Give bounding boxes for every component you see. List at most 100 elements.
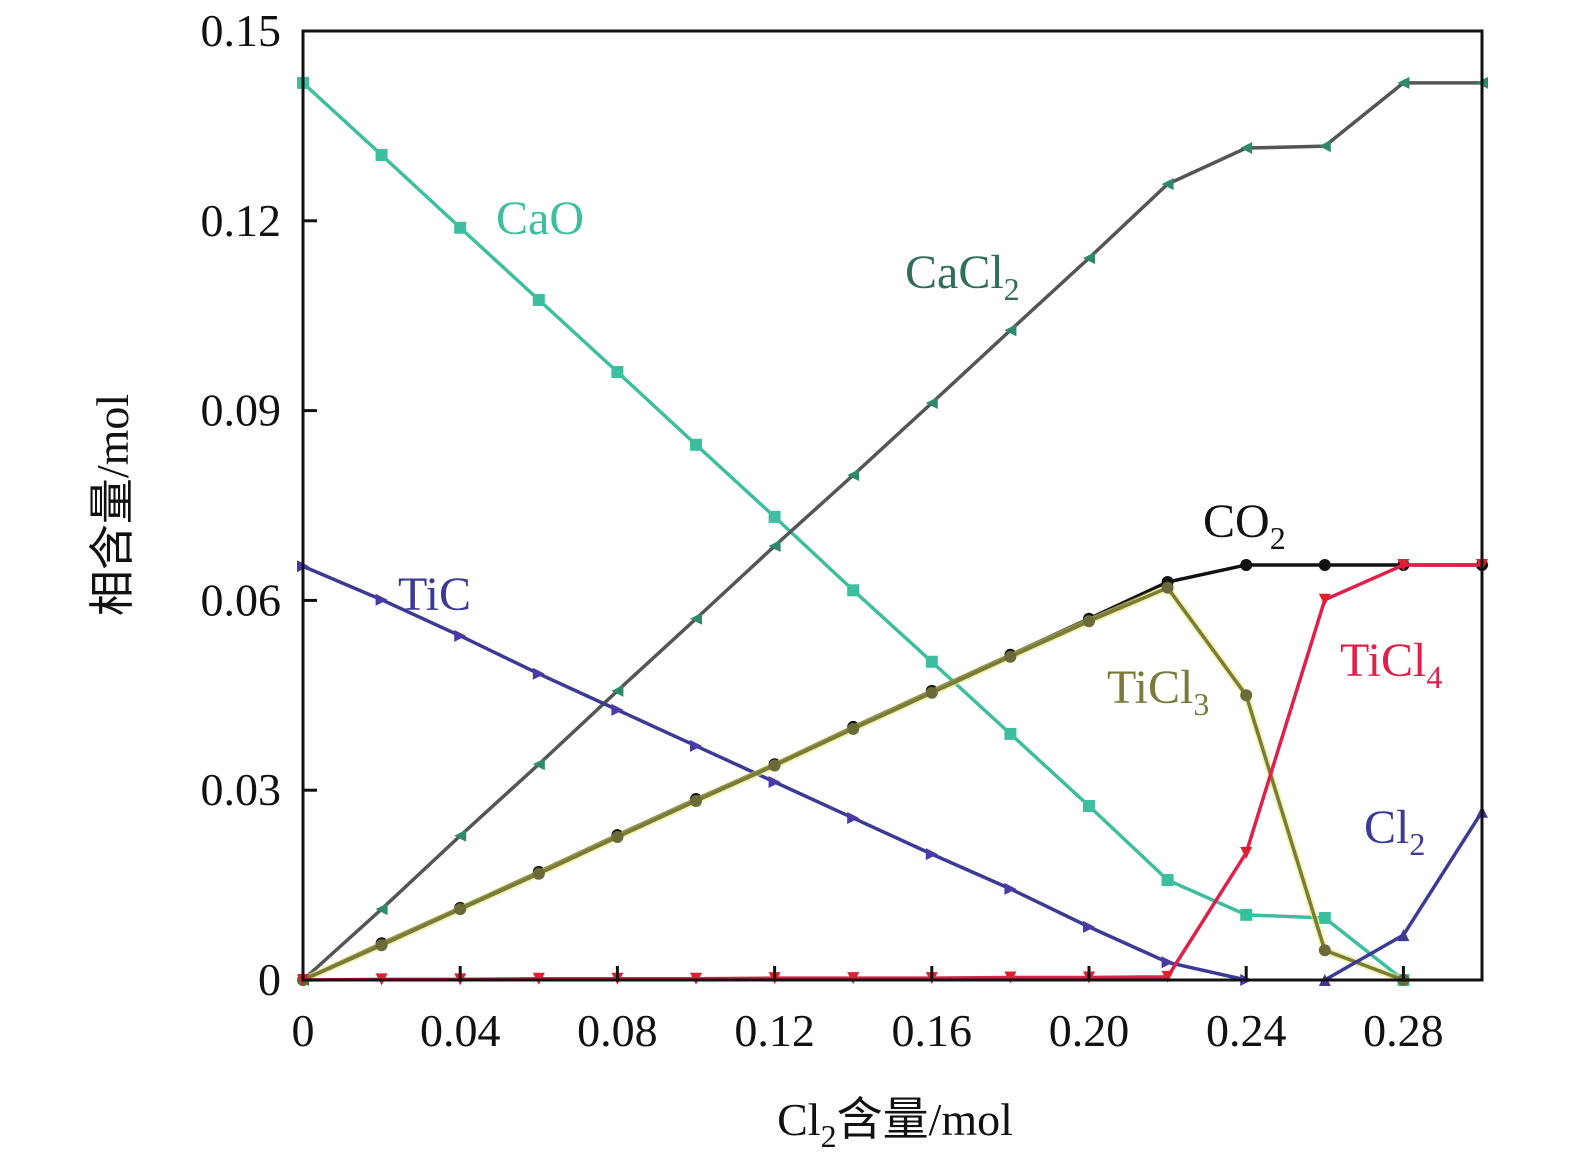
series-label-sub: 2 bbox=[1270, 520, 1286, 556]
data-point bbox=[1161, 178, 1174, 191]
series-label-cacl2: CaCl2 bbox=[905, 246, 1020, 307]
data-point bbox=[768, 510, 781, 523]
series-layer bbox=[297, 76, 1488, 986]
x-axis-title-base: Cl bbox=[777, 1094, 820, 1145]
axis-layer: 0 0.04 0.08 0.12 0.16 0.20 0.24 0.28 0 0.03 0.06 0.… bbox=[201, 5, 1444, 1056]
data-point bbox=[532, 867, 545, 880]
data-point bbox=[1240, 689, 1253, 702]
series-label-sub: 3 bbox=[1193, 686, 1209, 722]
data-point bbox=[690, 739, 702, 752]
series-glow bbox=[301, 583, 1405, 984]
series-label-base: CO bbox=[1203, 495, 1270, 548]
x-axis-title-sub: 2 bbox=[821, 1118, 837, 1154]
data-point bbox=[611, 831, 624, 844]
x-tick-label: 0 bbox=[292, 1005, 315, 1056]
data-point bbox=[768, 759, 781, 772]
series-label-cao: CaO bbox=[496, 192, 584, 245]
y-tick-label: 0.15 bbox=[201, 5, 282, 56]
series-co2 bbox=[297, 558, 1488, 986]
data-point bbox=[1318, 944, 1331, 957]
x-tick-label: 0.20 bbox=[1049, 1005, 1130, 1056]
data-point bbox=[1397, 76, 1410, 89]
data-point bbox=[454, 221, 467, 234]
data-point bbox=[1083, 920, 1095, 933]
series-label-base: CaO bbox=[496, 192, 584, 245]
series-ticl3 bbox=[297, 581, 1410, 986]
data-point bbox=[1004, 727, 1017, 740]
data-point bbox=[925, 686, 938, 699]
series-label-ticl4: TiCl4 bbox=[1340, 634, 1442, 695]
series-label-cl2: Cl2 bbox=[1364, 801, 1425, 862]
data-point bbox=[1318, 593, 1331, 606]
data-point bbox=[1161, 581, 1174, 594]
data-point bbox=[375, 149, 388, 162]
y-tick-label: 0.03 bbox=[201, 764, 282, 815]
x-tick-label: 0.12 bbox=[734, 1005, 815, 1056]
series-line bbox=[302, 585, 1405, 982]
x-tick-label: 0.16 bbox=[892, 1005, 973, 1056]
data-point bbox=[1240, 142, 1253, 155]
series-label-base: CaCl bbox=[905, 246, 1004, 299]
data-point bbox=[1161, 956, 1174, 969]
data-point bbox=[611, 684, 624, 697]
data-point bbox=[1240, 846, 1253, 859]
data-point bbox=[1318, 140, 1331, 153]
data-point bbox=[690, 438, 702, 451]
data-point bbox=[925, 655, 938, 668]
x-axis-title-rest: 含量/mol bbox=[837, 1094, 1013, 1145]
x-tick-label: 0.08 bbox=[577, 1005, 658, 1056]
series-label-tic: TiC bbox=[398, 568, 471, 621]
series-label-ticl3: TiCl3 bbox=[1107, 661, 1209, 722]
data-point bbox=[611, 366, 624, 379]
plot-frame bbox=[301, 29, 1484, 982]
data-point bbox=[925, 848, 938, 861]
series-label-sub: 2 bbox=[1409, 826, 1425, 862]
data-point bbox=[1004, 971, 1017, 984]
series-label-sub: 4 bbox=[1426, 659, 1442, 695]
data-point bbox=[375, 593, 388, 606]
data-point bbox=[1318, 911, 1331, 924]
data-point bbox=[768, 539, 781, 552]
data-point bbox=[1240, 908, 1253, 921]
y-tick-label: 0.12 bbox=[201, 195, 282, 246]
data-point bbox=[768, 775, 781, 788]
y-tick-label: 0 bbox=[258, 954, 281, 1005]
x-tick-label: 0.28 bbox=[1363, 1005, 1444, 1056]
data-point bbox=[454, 903, 467, 916]
data-point bbox=[847, 722, 860, 735]
series-ticl4 bbox=[297, 558, 1488, 986]
data-point bbox=[532, 667, 545, 680]
x-tick-label: 0.04 bbox=[420, 1005, 501, 1056]
data-point bbox=[847, 469, 860, 482]
data-point bbox=[375, 903, 388, 916]
data-point bbox=[454, 629, 467, 642]
series-label-co2: CO2 bbox=[1203, 495, 1286, 556]
data-point bbox=[454, 829, 467, 842]
series-line bbox=[301, 81, 1482, 982]
x-axis-title: Cl2含量/mol bbox=[777, 1094, 1013, 1154]
data-point bbox=[532, 758, 545, 771]
data-point bbox=[375, 939, 388, 952]
x-tick-label: 0.24 bbox=[1206, 1005, 1287, 1056]
data-point bbox=[1083, 252, 1095, 265]
data-point bbox=[1083, 800, 1095, 813]
data-point bbox=[1318, 558, 1331, 571]
data-point bbox=[1161, 874, 1174, 887]
series-tic bbox=[297, 560, 1253, 986]
data-point bbox=[1004, 650, 1017, 663]
series-label-sub: 2 bbox=[1004, 271, 1020, 307]
data-point bbox=[847, 584, 860, 597]
data-point bbox=[1397, 558, 1410, 571]
data-point bbox=[690, 794, 702, 807]
series-label-base: TiCl bbox=[1107, 661, 1193, 714]
series-label-base: Cl bbox=[1364, 801, 1409, 854]
data-point bbox=[847, 972, 860, 985]
data-point bbox=[1083, 615, 1095, 628]
data-point bbox=[1240, 558, 1253, 571]
series-label-base: TiC bbox=[398, 568, 471, 621]
data-point bbox=[1161, 970, 1174, 983]
data-point bbox=[532, 293, 545, 306]
data-point bbox=[925, 397, 938, 410]
